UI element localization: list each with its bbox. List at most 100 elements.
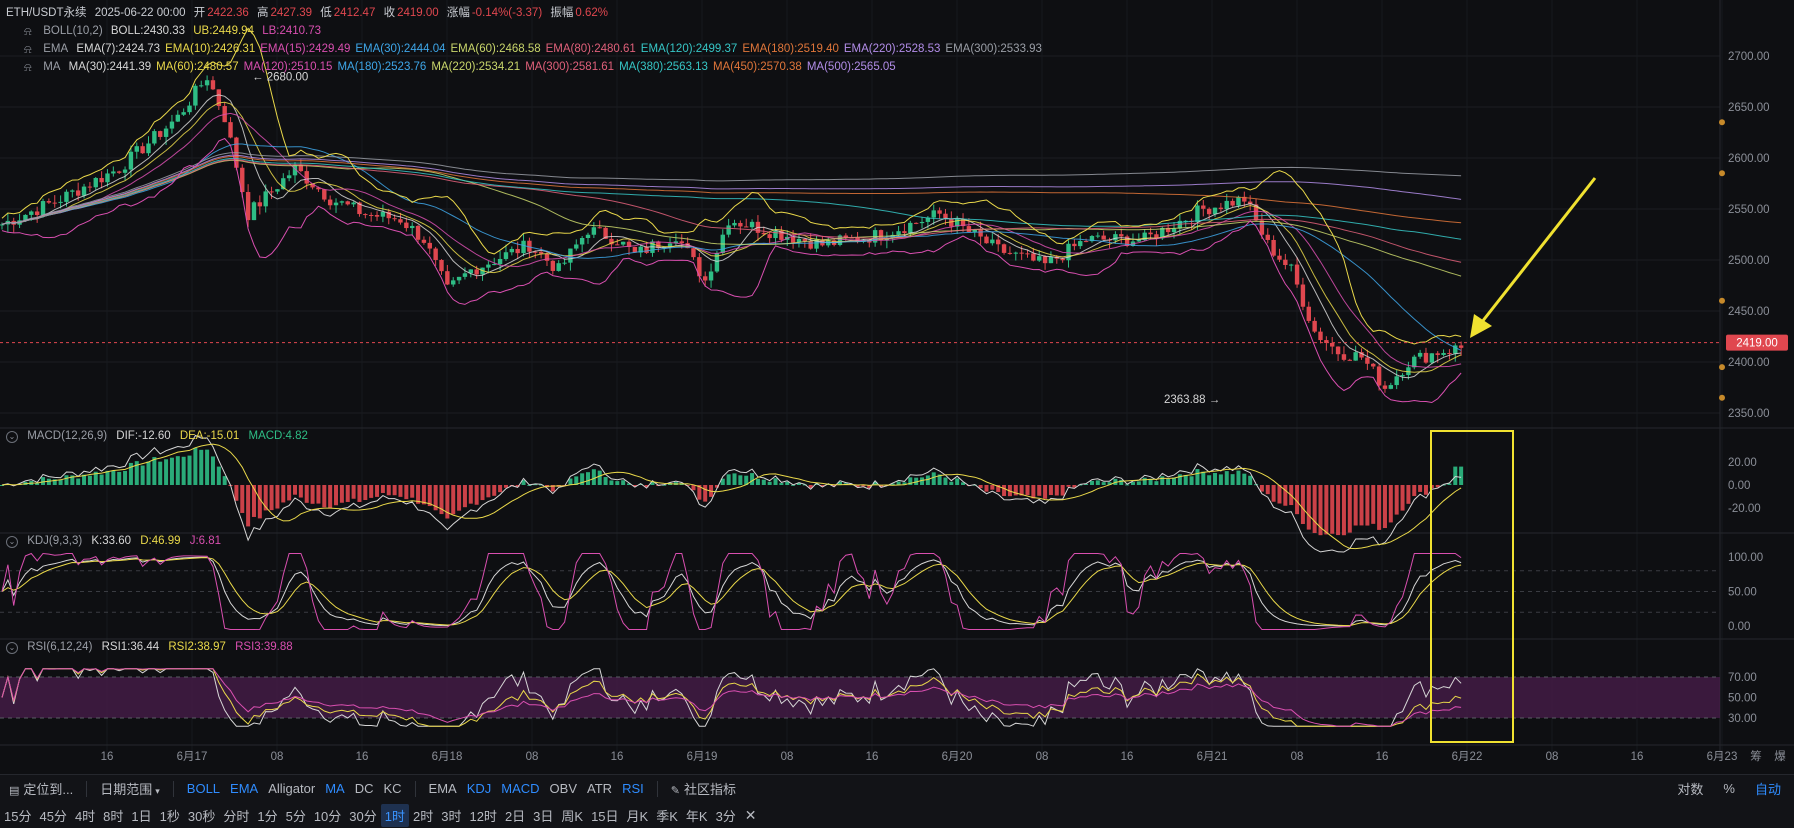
candle-body bbox=[533, 251, 538, 253]
sub-indicator-obv[interactable]: OBV bbox=[549, 781, 578, 796]
percent-scale-button[interactable]: % bbox=[1723, 781, 1735, 796]
open-value: 2422.36 bbox=[207, 7, 249, 19]
interval-周K[interactable]: 周K bbox=[561, 808, 584, 824]
chart-canvas[interactable]: 2700.00 2650.00 2600.00 2550.00 2500.00 2450.… bbox=[0, 0, 1794, 774]
interval-1时[interactable]: 1时 bbox=[380, 803, 409, 827]
log-scale-button[interactable]: 对数 bbox=[1677, 782, 1704, 797]
interval-30秒[interactable]: 30秒 bbox=[187, 808, 216, 824]
candle-body bbox=[1171, 228, 1177, 233]
interval-2日[interactable]: 2日 bbox=[504, 808, 526, 824]
candle-body bbox=[52, 202, 57, 204]
interval-分时[interactable]: 分时 bbox=[223, 808, 250, 824]
candle-body bbox=[1417, 352, 1423, 357]
annotation-arrowhead bbox=[1470, 314, 1492, 338]
date-range-button[interactable]: 日期范围 ▾ bbox=[100, 782, 160, 797]
interval-30分[interactable]: 30分 bbox=[349, 808, 377, 824]
bell-icon[interactable]: ⍾ bbox=[24, 44, 32, 56]
ma-line-30 bbox=[1, 143, 1462, 351]
collapse-icon[interactable]: ⌄ bbox=[6, 642, 18, 654]
candle-body bbox=[410, 225, 415, 229]
macd-bar bbox=[931, 472, 936, 485]
sub-indicator-ema[interactable]: EMA bbox=[428, 781, 457, 796]
macd-bar bbox=[1078, 484, 1083, 486]
interval-8时[interactable]: 8时 bbox=[103, 808, 124, 824]
candle-body bbox=[181, 112, 186, 115]
candle-body bbox=[1154, 234, 1159, 239]
interval-3分[interactable]: 3分 bbox=[715, 808, 736, 824]
boll-legend[interactable]: ⍾ BOLL(10,2) BOLL:2430.33 UB:2449.94 LB:… bbox=[24, 24, 326, 38]
community-indicator-button[interactable]: ✎ 社区指标 bbox=[670, 782, 736, 797]
candle-body bbox=[954, 219, 960, 227]
interval-年K[interactable]: 年K bbox=[685, 808, 708, 824]
candle-body bbox=[1124, 236, 1130, 247]
macd-bar bbox=[1025, 485, 1030, 496]
main-indicator-kc[interactable]: KC bbox=[383, 781, 402, 796]
macd-bar bbox=[615, 481, 620, 485]
ema-legend[interactable]: ⍾ EMA EMA(7):2424.73 EMA(10):2426.31 EMA(1… bbox=[24, 42, 1047, 56]
sub-indicator-kdj[interactable]: KDJ bbox=[466, 781, 492, 796]
bell-icon[interactable]: ⍾ bbox=[24, 26, 32, 38]
candle-body bbox=[87, 186, 93, 188]
interval-15分[interactable]: 15分 bbox=[4, 808, 32, 824]
open-label: 开 bbox=[193, 7, 206, 19]
interval-3日[interactable]: 3日 bbox=[533, 808, 554, 824]
rsi-3: RSI3:39.88 bbox=[235, 641, 293, 653]
kdj-legend[interactable]: ⌄ KDJ(9,3,3) K:33.60 D:46.99 J:6.81 bbox=[6, 535, 227, 548]
interval-5分[interactable]: 5分 bbox=[285, 808, 306, 824]
macd-bar bbox=[902, 482, 907, 485]
candle-body bbox=[445, 271, 450, 285]
auto-scale-button[interactable]: 自动 bbox=[1754, 782, 1781, 797]
collapse-icon[interactable]: ⌄ bbox=[6, 431, 18, 443]
close-icon[interactable]: ✕ bbox=[744, 806, 757, 823]
sub-indicator-rsi[interactable]: RSI bbox=[622, 781, 644, 796]
macd-bar bbox=[82, 474, 87, 485]
rsi-legend[interactable]: ⌄ RSI(6,12,24) RSI1:36.44 RSI2:38.97 RSI… bbox=[6, 641, 299, 654]
highlight-box bbox=[1430, 430, 1514, 743]
candle-body bbox=[1247, 201, 1253, 205]
candle-body bbox=[64, 191, 69, 202]
candle-body bbox=[1423, 352, 1429, 363]
interval-3时[interactable]: 3时 bbox=[441, 808, 462, 824]
interval-45分[interactable]: 45分 bbox=[39, 808, 67, 824]
interval-15日[interactable]: 15日 bbox=[591, 808, 619, 824]
sub-indicator-atr[interactable]: ATR bbox=[587, 781, 613, 796]
bell-icon[interactable]: ⍾ bbox=[24, 62, 32, 74]
macd-bar bbox=[773, 478, 778, 485]
main-indicator-alligator[interactable]: Alligator bbox=[268, 781, 316, 796]
collapse-icon[interactable]: ⌄ bbox=[6, 536, 18, 548]
main-indicator-boll[interactable]: BOLL bbox=[186, 781, 221, 796]
candle-body bbox=[996, 239, 1001, 245]
macd-bar bbox=[1441, 484, 1446, 486]
interval-2时[interactable]: 2时 bbox=[413, 808, 434, 824]
macd-bar bbox=[304, 485, 309, 503]
candle-body bbox=[562, 262, 567, 264]
candle-body bbox=[1095, 235, 1101, 237]
interval-1日[interactable]: 1日 bbox=[131, 808, 152, 824]
main-indicator-ma[interactable]: MA bbox=[325, 781, 345, 796]
main-indicator-dc[interactable]: DC bbox=[354, 781, 374, 796]
time-axis-label: 16 bbox=[101, 751, 114, 763]
interval-10分[interactable]: 10分 bbox=[313, 808, 342, 824]
candle-body bbox=[1066, 243, 1071, 261]
macd-bar bbox=[345, 485, 350, 502]
macd-bar bbox=[474, 485, 479, 505]
main-indicator-ema[interactable]: EMA bbox=[230, 781, 259, 796]
interval-1分[interactable]: 1分 bbox=[257, 808, 278, 824]
macd-bar bbox=[861, 485, 866, 487]
ema-legend-item: EMA(10):2426.31 bbox=[165, 43, 256, 55]
interval-4时[interactable]: 4时 bbox=[74, 808, 96, 824]
candle-body bbox=[1365, 357, 1370, 364]
ma-legend[interactable]: ⍾ MA MA(30):2441.39 MA(60):2480.57 MA(120)… bbox=[24, 60, 901, 74]
sub-indicator-macd[interactable]: MACD bbox=[501, 781, 540, 796]
macd-bar bbox=[87, 475, 92, 485]
high-label: 高 bbox=[257, 7, 269, 19]
interval-季K[interactable]: 季K bbox=[656, 808, 678, 824]
macd-bar bbox=[1248, 475, 1253, 485]
interval-月K[interactable]: 月K bbox=[626, 808, 649, 824]
interval-1秒[interactable]: 1秒 bbox=[159, 808, 180, 824]
divider bbox=[172, 780, 174, 797]
locate-button[interactable]: ▤ 定位到... bbox=[9, 782, 74, 797]
macd-legend[interactable]: ⌄ MACD(12,26,9) DIF:-12.60 DEA:-15.01 MA… bbox=[6, 430, 314, 443]
interval-12时[interactable]: 12时 bbox=[469, 808, 497, 824]
